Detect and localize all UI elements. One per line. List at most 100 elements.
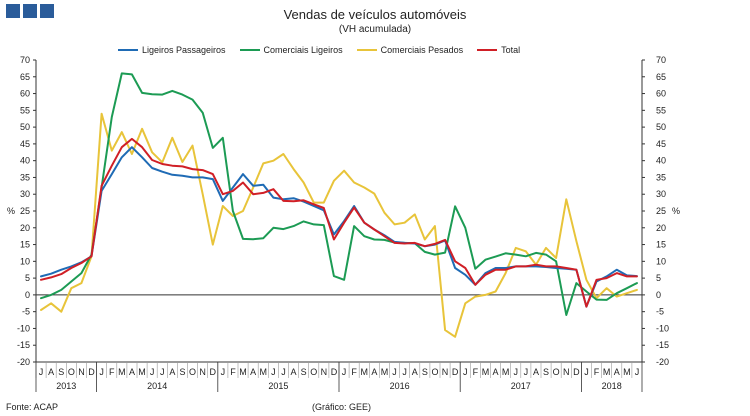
y-tick-label-left: 60 <box>20 89 30 99</box>
x-month-label: J <box>271 367 276 377</box>
legend-label-comerciais-pesados: Comerciais Pesados <box>380 45 464 55</box>
x-month-label: J <box>221 367 226 377</box>
y-tick-label-right: 5 <box>656 273 661 283</box>
y-tick-label-right: -15 <box>656 340 669 350</box>
x-month-label: J <box>342 367 347 377</box>
legend-item-comerciais-ligeiros: Comerciais Ligeiros <box>239 45 343 55</box>
x-month-label: J <box>160 367 165 377</box>
series-ligeiros-passageiros-line <box>40 146 638 308</box>
x-month-label: J <box>524 367 529 377</box>
x-month-label: N <box>321 367 328 377</box>
y-tick-label-left: 70 <box>20 55 30 65</box>
x-month-label: M <box>118 367 126 377</box>
x-month-label: A <box>129 367 135 377</box>
y-tick-label-right: 55 <box>656 105 666 115</box>
legend-swatch-ligeiros-passageiros <box>118 49 138 51</box>
x-month-label: A <box>169 367 175 377</box>
legend-swatch-comerciais-pesados <box>356 49 377 51</box>
x-month-label: A <box>291 367 297 377</box>
x-month-label: J <box>514 367 519 377</box>
x-month-label: J <box>584 367 589 377</box>
x-month-label: D <box>573 367 580 377</box>
x-month-label: D <box>210 367 217 377</box>
x-month-label: O <box>553 367 560 377</box>
y-tick-label-left: 5 <box>25 273 30 283</box>
x-month-label: N <box>442 367 449 377</box>
x-month-label: M <box>361 367 369 377</box>
legend-label-comerciais-ligeiros: Comerciais Ligeiros <box>263 45 343 55</box>
y-axis-label-left: % <box>7 206 15 216</box>
y-tick-label-right: 35 <box>656 172 666 182</box>
y-tick-label-left: 65 <box>20 72 30 82</box>
x-month-label: O <box>310 367 317 377</box>
y-tick-label-right: 45 <box>656 139 666 149</box>
x-year-label: 2017 <box>511 381 531 391</box>
chart-subtitle: (VH acumulada) <box>338 24 412 35</box>
y-axis-label-right: % <box>672 206 680 216</box>
y-tick-label-right: 40 <box>656 156 666 166</box>
x-year-label: 2015 <box>268 381 288 391</box>
x-month-label: A <box>493 367 499 377</box>
y-tick-label-right: 10 <box>656 256 666 266</box>
y-tick-label-right: 25 <box>656 206 666 216</box>
y-tick-label-right: 30 <box>656 189 666 199</box>
x-month-label: J <box>281 367 286 377</box>
x-month-label: S <box>422 367 428 377</box>
x-month-label: J <box>39 367 44 377</box>
x-month-label: N <box>78 367 85 377</box>
x-month-label: J <box>392 367 397 377</box>
x-month-label: M <box>603 367 611 377</box>
logo-block-1 <box>6 4 20 18</box>
x-month-label: N <box>563 367 570 377</box>
x-month-label: D <box>331 367 338 377</box>
legend: Ligeiros Passageiros Comerciais Ligeiros… <box>118 45 534 55</box>
y-tick-label-left: 35 <box>20 172 30 182</box>
y-tick-label-right: 50 <box>656 122 666 132</box>
y-tick-label-right: 70 <box>656 55 666 65</box>
y-tick-label-left: 20 <box>20 223 30 233</box>
x-month-label: J <box>635 367 640 377</box>
x-month-label: M <box>623 367 631 377</box>
y-tick-label-left: 25 <box>20 206 30 216</box>
y-tick-label-left: -15 <box>17 340 30 350</box>
x-year-label: 2013 <box>56 381 76 391</box>
x-month-label: A <box>412 367 418 377</box>
source-note: Fonte: ACAP <box>6 402 59 412</box>
x-month-label: M <box>138 367 146 377</box>
y-tick-label-right: -10 <box>656 323 669 333</box>
x-month-label: S <box>543 367 549 377</box>
y-tick-label-left: 45 <box>20 139 30 149</box>
x-month-label: F <box>473 367 479 377</box>
graph-credit-note: (Gráfico: GEE) <box>312 402 372 412</box>
x-month-label: N <box>199 367 206 377</box>
x-month-label: S <box>58 367 64 377</box>
x-month-label: A <box>614 367 620 377</box>
y-tick-label-right: 0 <box>656 290 661 300</box>
x-month-label: A <box>250 367 256 377</box>
y-tick-label-right: 65 <box>656 72 666 82</box>
y-tick-label-right: 60 <box>656 89 666 99</box>
y-tick-label-left: 30 <box>20 189 30 199</box>
x-month-label: M <box>482 367 490 377</box>
series-comerciais-ligeiros-line <box>40 72 638 316</box>
y-tick-label-left: -5 <box>22 307 30 317</box>
x-month-label: M <box>260 367 268 377</box>
series-comerciais-pesados-line <box>40 112 638 338</box>
x-month-label: A <box>533 367 539 377</box>
y-tick-label-right: 20 <box>656 223 666 233</box>
x-year-label: 2014 <box>147 381 167 391</box>
x-month-label: A <box>48 367 54 377</box>
y-tick-label-right: -5 <box>656 307 664 317</box>
x-month-label: A <box>371 367 377 377</box>
x-month-label: J <box>99 367 104 377</box>
x-month-label: F <box>109 367 115 377</box>
y-tick-label-left: -20 <box>17 357 30 367</box>
legend-item-total: Total <box>477 45 520 55</box>
legend-label-ligeiros-passageiros: Ligeiros Passageiros <box>142 45 226 55</box>
legend-swatch-total <box>477 49 498 51</box>
legend-swatch-comerciais-ligeiros <box>239 49 260 51</box>
x-month-label: J <box>463 367 468 377</box>
x-month-label: D <box>452 367 459 377</box>
x-month-label: S <box>179 367 185 377</box>
